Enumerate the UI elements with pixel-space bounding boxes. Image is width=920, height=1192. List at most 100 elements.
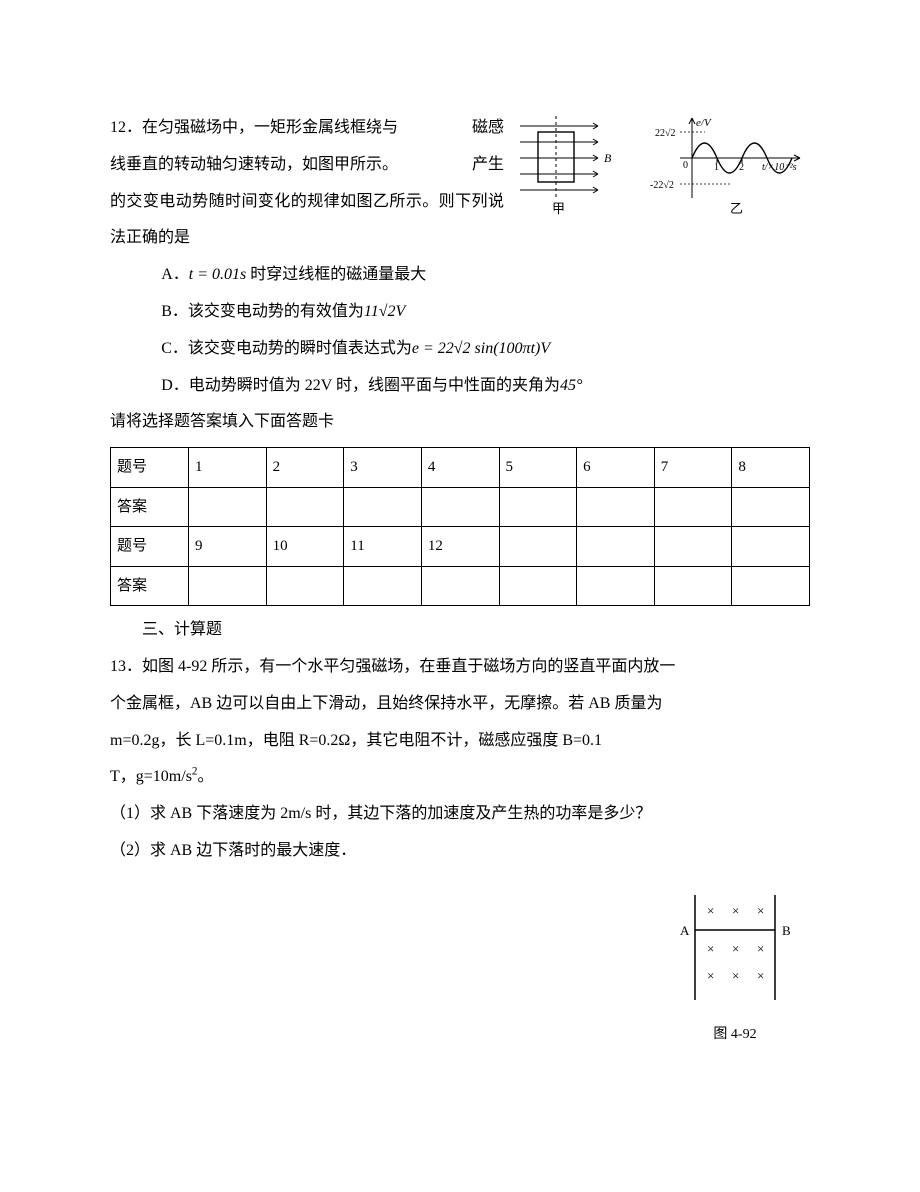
optA-post: 时穿过线框的磁通量最大 [246, 266, 426, 283]
q12-optC: C．该交变电动势的瞬时值表达式为e = 22√2 sin(100πt)V [110, 331, 810, 368]
q12-l2a: 线垂直的转动轴匀速转动，如图甲所示。 [110, 156, 398, 173]
q12-figures: B 甲 e/V 22√2 -22√2 0 1 2 t/×10⁻²s 乙 [510, 110, 810, 235]
num-cell: 7 [654, 448, 732, 488]
svg-text:×: × [757, 903, 764, 918]
empty-cell [654, 566, 732, 606]
empty-cell [577, 566, 655, 606]
q12-number: 12． [110, 119, 142, 136]
svg-text:×: × [732, 941, 739, 956]
optA-pre: A． [161, 266, 189, 283]
ans-cell[interactable] [732, 487, 810, 527]
cross-icons: × × × × × × × × × [707, 903, 764, 983]
fill-prompt: 请将选择题答案填入下面答题卡 [110, 404, 810, 441]
empty-cell [654, 527, 732, 567]
svg-text:×: × [757, 968, 764, 983]
fig-yi-origin: 0 [683, 160, 688, 171]
fig492-A: A [680, 923, 690, 938]
ans-cell[interactable] [421, 487, 499, 527]
fig-yi-x2: 2 [739, 162, 744, 173]
optB-expr: 11√2V [364, 303, 405, 320]
ans-cell[interactable] [189, 487, 267, 527]
fig-yi: e/V 22√2 -22√2 0 1 2 t/×10⁻²s 乙 [650, 117, 800, 216]
optD-pre: D．电动势瞬时值为 22V 时，线圈平面与中性面的夹角为 [161, 377, 560, 394]
ans-cell[interactable] [654, 487, 732, 527]
q13-p4a: T，g=10m/s [110, 768, 192, 785]
table-row: 答案 [111, 487, 810, 527]
q13-p3a: m=0.2g，长 L=0.1m，电阻 R=0.2 [110, 732, 338, 749]
num-cell: 3 [344, 448, 422, 488]
num-cell: 8 [732, 448, 810, 488]
row-label: 题号 [111, 448, 189, 488]
empty-cell [732, 566, 810, 606]
q12-optB: B．该交变电动势的有效值为11√2V [110, 294, 810, 331]
optC-pre: C．该交变电动势的瞬时值表达式为 [161, 340, 412, 357]
svg-text:×: × [757, 941, 764, 956]
empty-cell [499, 566, 577, 606]
fig-jia-B: B [604, 151, 612, 165]
ans-cell[interactable] [499, 487, 577, 527]
optA-expr: t = 0.01s [189, 266, 246, 283]
omega-symbol: Ω [338, 732, 350, 749]
num-cell: 6 [577, 448, 655, 488]
q12-l1a: 在匀强磁场中，一矩形金属线框绕与 [142, 119, 398, 136]
ans-cell[interactable] [266, 566, 344, 606]
fig492-B: B [782, 923, 791, 938]
answer-table: 题号 1 2 3 4 5 6 7 8 答案 题号 9 10 11 12 答案 [110, 447, 810, 606]
row-label: 题号 [111, 527, 189, 567]
q13-p1: 13．如图 4-92 所示，有一个水平匀强磁场，在垂直于磁场方向的竖直平面内放一 [110, 649, 810, 686]
q13-p3: m=0.2g，长 L=0.1m，电阻 R=0.2Ω，其它电阻不计，磁感应强度 B… [110, 723, 810, 760]
num-cell: 12 [421, 527, 499, 567]
q13-p4: T，g=10m/s2。 [110, 759, 810, 796]
svg-text:×: × [707, 941, 714, 956]
q12-svg: B 甲 e/V 22√2 -22√2 0 1 2 t/×10⁻²s 乙 [510, 110, 810, 220]
optC-expr: e = 22√2 sin(100πt)V [412, 340, 550, 357]
fig-yi-ytop: 22√2 [655, 128, 676, 139]
q12-optD: D．电动势瞬时值为 22V 时，线圈平面与中性面的夹角为45° [110, 368, 810, 405]
row-label: 答案 [111, 487, 189, 527]
fig-jia-label: 甲 [552, 201, 565, 216]
fig-yi-label: 乙 [730, 201, 743, 216]
table-row: 题号 1 2 3 4 5 6 7 8 [111, 448, 810, 488]
fig-yi-x1: 1 [714, 162, 719, 173]
num-cell: 2 [266, 448, 344, 488]
num-cell: 5 [499, 448, 577, 488]
fig492-wrap: A B × × × × × × × × × 图 4-92 [110, 890, 810, 1053]
table-row: 题号 9 10 11 12 [111, 527, 810, 567]
table-row: 答案 [111, 566, 810, 606]
fig-yi-ybot: -22√2 [650, 180, 674, 191]
num-cell: 4 [421, 448, 499, 488]
fig-yi-ylabel: e/V [696, 117, 712, 129]
row-label: 答案 [111, 566, 189, 606]
q12-l1b: 磁感 [472, 110, 504, 147]
empty-cell [732, 527, 810, 567]
optB-pre: B．该交变电动势的有效值为 [161, 303, 364, 320]
q13-p3b: ，其它电阻不计，磁感应强度 B=0.1 [350, 732, 602, 749]
ans-cell[interactable] [344, 566, 422, 606]
svg-text:×: × [732, 903, 739, 918]
num-cell: 10 [266, 527, 344, 567]
ans-cell[interactable] [189, 566, 267, 606]
fig-jia: B 甲 [520, 116, 612, 216]
section3-title: 三、计算题 [110, 612, 810, 649]
q12-optA: A．t = 0.01s 时穿过线框的磁通量最大 [110, 257, 810, 294]
optD-expr: 45° [560, 377, 582, 394]
ans-cell[interactable] [344, 487, 422, 527]
ans-cell[interactable] [577, 487, 655, 527]
empty-cell [577, 527, 655, 567]
num-cell: 11 [344, 527, 422, 567]
q13-p4b: 。 [198, 768, 214, 785]
fig492-label: 图 4-92 [660, 1027, 810, 1044]
q12-l2b: 产生 [472, 147, 504, 184]
num-cell: 9 [189, 527, 267, 567]
fig492-svg: A B × × × × × × × × × [660, 890, 810, 1010]
ans-cell[interactable] [266, 487, 344, 527]
fig-yi-xlabel: t/×10⁻²s [762, 162, 797, 173]
svg-text:×: × [707, 968, 714, 983]
q13-sub1: （1）求 AB 下落速度为 2m/s 时，其边下落的加速度及产生热的功率是多少？ [110, 796, 810, 833]
q13-sub2: （2）求 AB 边下落时的最大速度． [110, 833, 810, 870]
empty-cell [499, 527, 577, 567]
ans-cell[interactable] [421, 566, 499, 606]
q13-p2: 个金属框，AB 边可以自由上下滑动，且始终保持水平，无摩擦。若 AB 质量为 [110, 686, 810, 723]
svg-text:×: × [732, 968, 739, 983]
svg-text:×: × [707, 903, 714, 918]
